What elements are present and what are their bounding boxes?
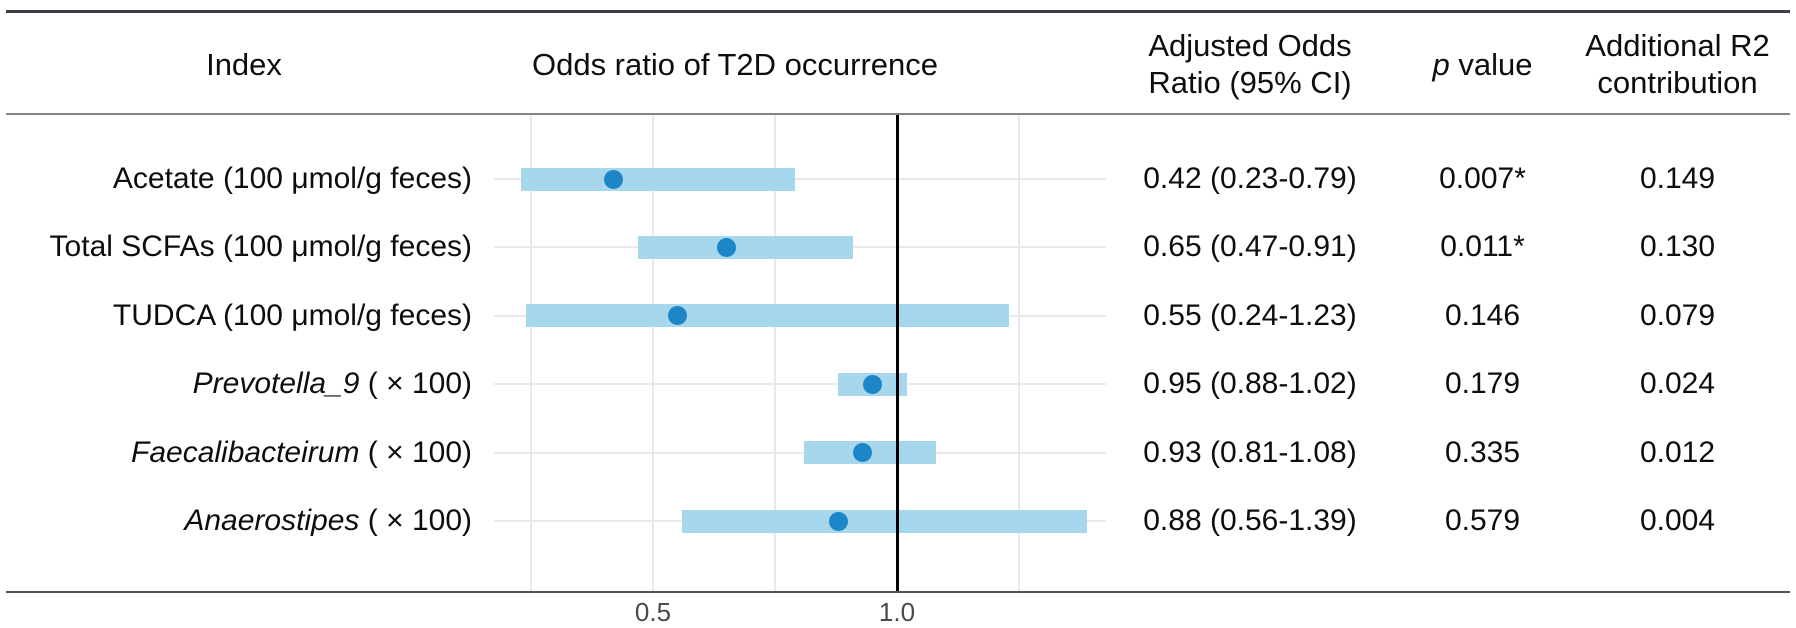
or-point [828, 511, 848, 531]
row-label: Acetate (100 μmol/g feces) [0, 162, 472, 196]
ci-bar [526, 304, 1010, 328]
axis-tick-label: 0.5 [634, 597, 672, 627]
p-value-header-italic-p: p [1432, 47, 1450, 82]
or-point [716, 237, 736, 257]
r2-value: 0.079 [1639, 298, 1716, 332]
row-label-suffix: (100 μmol/g feces) [214, 162, 472, 195]
aor-value: 0.93 (0.81-1.08) [1143, 435, 1357, 469]
bottom-rule [6, 591, 1790, 593]
row-label-name: Anaerostipes [184, 504, 360, 537]
row-label-suffix: ( × 100) [359, 504, 472, 537]
p-value: 0.011* [1440, 230, 1525, 264]
gridline-vertical [530, 115, 532, 591]
gridline-horizontal [494, 383, 1106, 386]
gridline-horizontal [494, 178, 1106, 180]
row-label: Anaerostipes ( × 100) [0, 504, 472, 538]
ci-bar [682, 509, 1088, 533]
or-point [863, 374, 883, 394]
p-value: 0.579 [1444, 504, 1521, 537]
r2-value: 0.004 [1639, 504, 1716, 537]
plot-panel [488, 115, 1112, 591]
aor-value: 0.42 (0.23-0.79) [1143, 162, 1357, 195]
column-header-adjusted-odds-ratio: Adjusted Odds Ratio (95% CI) [1125, 27, 1375, 101]
row-label: Prevotella_9 ( × 100) [0, 367, 472, 401]
column-header-index: Index [206, 47, 282, 82]
p-value: 0.007* [1439, 162, 1526, 195]
row-label: TUDCA (100 μmol/g feces) [0, 299, 472, 333]
row-label: Total SCFAs (100 μmol/g feces) [0, 230, 472, 264]
p-value: 0.335 [1444, 435, 1521, 469]
row-label-suffix: (100 μmol/g feces) [214, 298, 472, 332]
or-point [604, 169, 624, 189]
column-header-adjusted-odds-ratio-line1: Adjusted Odds [1148, 28, 1352, 63]
axis-tick-label: 1.0 [878, 597, 916, 627]
row-label-name: Acetate [112, 162, 215, 195]
top-rule [6, 10, 1790, 13]
or-point [853, 443, 873, 463]
gridline-horizontal [494, 451, 1106, 454]
r2-value: 0.130 [1639, 230, 1716, 264]
row-label-suffix: ( × 100) [359, 367, 472, 401]
aor-value: 0.65 (0.47-0.91) [1143, 230, 1357, 264]
column-header-additional-r2-line2: contribution [1597, 65, 1758, 100]
aor-value: 0.88 (0.56-1.39) [1143, 504, 1357, 537]
row-label-name: Total SCFAs [49, 230, 215, 264]
r2-value: 0.012 [1639, 435, 1716, 469]
p-value-header-rest: value [1449, 47, 1533, 82]
gridline-vertical [1018, 115, 1020, 591]
aor-value: 0.55 (0.24-1.23) [1143, 298, 1357, 332]
p-value: 0.146 [1444, 298, 1521, 332]
ci-bar [521, 167, 795, 191]
reference-line [895, 115, 899, 591]
row-label: Faecalibacteirum ( × 100) [0, 436, 472, 470]
p-value: 0.179 [1444, 367, 1521, 401]
row-label-name: TUDCA [112, 298, 215, 332]
r2-value: 0.149 [1639, 162, 1716, 195]
column-header-additional-r2-line1: Additional R2 [1585, 28, 1770, 63]
gridline-vertical [774, 115, 776, 591]
row-label-name: Prevotella_9 [192, 367, 360, 401]
aor-value: 0.95 (0.88-1.02) [1143, 367, 1357, 401]
row-label-suffix: (100 μmol/g feces) [214, 230, 472, 264]
r2-value: 0.024 [1639, 367, 1716, 401]
gridline-vertical [652, 115, 654, 591]
or-point [667, 306, 687, 326]
column-header-p-value: p value [1395, 46, 1570, 83]
column-header-additional-r2: Additional R2 contribution [1575, 27, 1780, 101]
ci-bar [638, 235, 854, 259]
column-header-adjusted-odds-ratio-line2: Ratio (95% CI) [1148, 65, 1352, 100]
row-label-suffix: ( × 100) [359, 435, 472, 469]
column-header-odds-ratio-plot: Odds ratio of T2D occurrence [531, 47, 939, 82]
header-rule [6, 113, 1790, 115]
row-label-name: Faecalibacteirum [131, 435, 360, 469]
